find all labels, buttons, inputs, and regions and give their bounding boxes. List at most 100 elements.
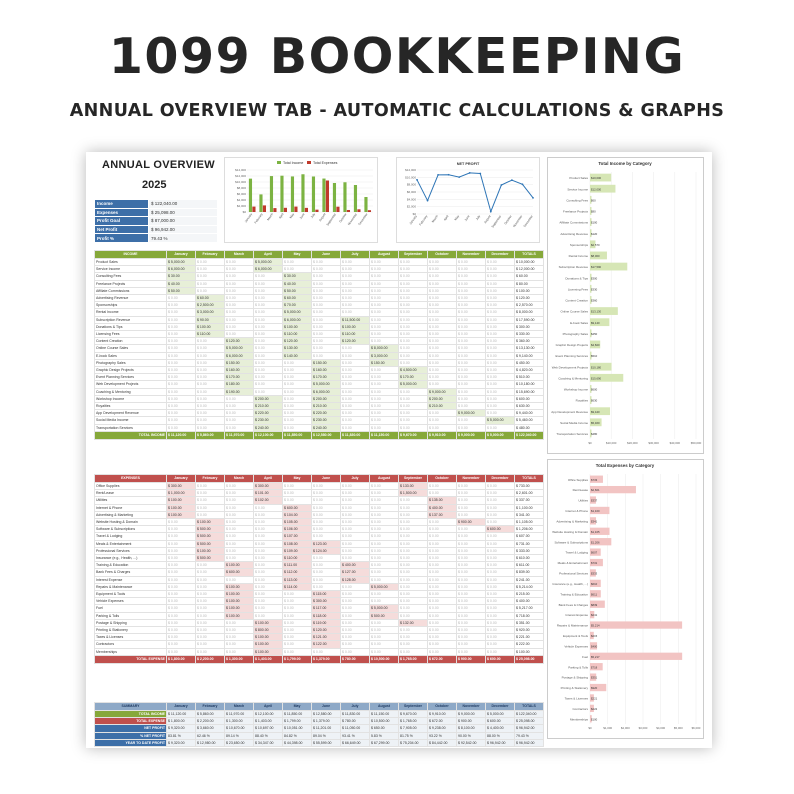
row-category[interactable]: Professional Services [94, 546, 167, 556]
value-cell[interactable]: $ 0.00 [282, 590, 312, 599]
value-cell[interactable]: $ 0.00 [195, 366, 225, 375]
value-cell[interactable]: $ 0.00 [340, 633, 370, 642]
value-cell[interactable]: $ 0.00 [427, 554, 457, 563]
value-cell[interactable]: $ 0.00 [195, 409, 225, 418]
value-cell[interactable]: $ 0.00 [456, 496, 486, 505]
value-cell[interactable]: $ 30.00 [282, 272, 312, 281]
value-cell[interactable]: $ 0.00 [166, 539, 196, 548]
value-cell[interactable]: $ 0.00 [398, 539, 428, 548]
value-cell[interactable]: $ 0.00 [485, 272, 515, 281]
value-cell[interactable]: $ 0.00 [398, 322, 428, 332]
value-cell[interactable]: $ 0.00 [195, 257, 225, 267]
value-cell[interactable]: $ 0.00 [485, 257, 515, 267]
value-cell[interactable]: $ 0.00 [456, 489, 486, 498]
value-cell[interactable]: $ 0.00 [282, 489, 312, 498]
value-cell[interactable]: $ 5,000.00 [311, 380, 341, 389]
value-cell[interactable]: $ 0.00 [340, 416, 370, 425]
row-category[interactable]: Rent/Lease [94, 489, 167, 498]
value-cell[interactable]: $ 0.00 [398, 554, 428, 563]
value-cell[interactable]: $ 0.00 [195, 618, 225, 628]
value-cell[interactable]: $ 0.00 [369, 518, 399, 527]
value-cell[interactable]: $ 0.00 [224, 279, 254, 288]
value-cell[interactable]: $ 0.00 [224, 546, 254, 556]
value-cell[interactable]: $ 0.00 [427, 611, 457, 620]
row-category[interactable]: Travel & Lodging [94, 532, 167, 541]
value-cell[interactable]: $ 0.00 [456, 301, 486, 310]
value-cell[interactable]: $ 0.00 [311, 582, 341, 592]
value-cell[interactable]: $ 40.00 [282, 279, 312, 288]
row-category[interactable]: Consulting Fees [94, 272, 167, 281]
value-cell[interactable]: $ 0.00 [427, 525, 457, 534]
value-cell[interactable]: $ 0.00 [427, 257, 457, 267]
value-cell[interactable]: $ 0.00 [398, 518, 428, 527]
row-category[interactable]: Taxes & Licenses [94, 633, 167, 642]
value-cell[interactable]: $ 0.00 [253, 518, 283, 527]
value-cell[interactable]: $ 0.00 [282, 402, 312, 411]
value-cell[interactable]: $ 0.00 [311, 518, 341, 527]
value-cell[interactable]: $ 5,000.00 [369, 604, 399, 613]
value-cell[interactable]: $ 0.00 [456, 525, 486, 534]
value-cell[interactable]: $ 0.00 [456, 351, 486, 360]
value-cell[interactable]: $ 0.00 [456, 575, 486, 584]
value-cell[interactable]: $ 0.00 [398, 640, 428, 649]
value-cell[interactable]: $ 0.00 [456, 257, 486, 267]
value-cell[interactable]: $ 100.00 [166, 503, 196, 512]
value-cell[interactable]: $ 0.00 [195, 394, 225, 404]
value-cell[interactable]: $ 0.00 [340, 394, 370, 404]
value-cell[interactable]: $ 0.00 [485, 394, 515, 404]
value-cell[interactable]: $ 0.00 [166, 640, 196, 649]
value-cell[interactable]: $ 0.00 [224, 402, 254, 411]
value-cell[interactable]: $ 0.00 [427, 409, 457, 418]
value-cell[interactable]: $ 0.00 [456, 265, 486, 274]
value-cell[interactable]: $ 0.00 [195, 561, 225, 570]
value-cell[interactable]: $ 100.00 [253, 647, 283, 656]
value-cell[interactable]: $ 0.00 [340, 308, 370, 317]
value-cell[interactable]: $ 0.00 [311, 489, 341, 498]
value-cell[interactable]: $ 0.00 [485, 308, 515, 317]
value-cell[interactable]: $ 0.00 [340, 640, 370, 649]
value-cell[interactable]: $ 0.00 [224, 647, 254, 656]
value-cell[interactable]: $ 0.00 [427, 358, 457, 368]
row-category[interactable]: Postage & Shipping [94, 618, 167, 628]
value-cell[interactable]: $ 100.00 [224, 597, 254, 606]
value-cell[interactable]: $ 0.00 [456, 279, 486, 288]
value-cell[interactable]: $ 0.00 [340, 286, 370, 296]
value-cell[interactable]: $ 0.00 [369, 402, 399, 411]
value-cell[interactable]: $ 190.00 [224, 387, 254, 396]
value-cell[interactable]: $ 5,000.00 [398, 380, 428, 389]
row-category[interactable]: Licensing Fees [94, 330, 167, 339]
value-cell[interactable]: $ 0.00 [195, 496, 225, 505]
value-cell[interactable]: $ 0.00 [456, 366, 486, 375]
value-cell[interactable]: $ 210.00 [427, 402, 457, 411]
value-cell[interactable]: $ 0.00 [485, 647, 515, 656]
value-cell[interactable]: $ 0.00 [456, 322, 486, 332]
value-cell[interactable]: $ 1,000.00 [166, 489, 196, 498]
value-cell[interactable]: $ 100.00 [195, 546, 225, 556]
value-cell[interactable]: $ 0.00 [253, 597, 283, 606]
value-cell[interactable]: $ 100.00 [224, 561, 254, 570]
value-cell[interactable]: $ 6,000.00 [311, 387, 341, 396]
value-cell[interactable]: $ 0.00 [166, 525, 196, 534]
value-cell[interactable]: $ 0.00 [311, 568, 341, 577]
value-cell[interactable]: $ 600.00 [485, 525, 515, 534]
value-cell[interactable]: $ 0.00 [485, 279, 515, 288]
value-cell[interactable]: $ 0.00 [427, 604, 457, 613]
row-category[interactable]: Training & Education [94, 561, 167, 570]
value-cell[interactable]: $ 100.00 [253, 640, 283, 649]
value-cell[interactable]: $ 0.00 [456, 337, 486, 346]
value-cell[interactable]: $ 0.00 [340, 409, 370, 418]
value-cell[interactable]: $ 0.00 [369, 387, 399, 396]
value-cell[interactable]: $ 0.00 [369, 394, 399, 404]
value-cell[interactable]: $ 0.00 [340, 510, 370, 520]
value-cell[interactable]: $ 0.00 [253, 330, 283, 339]
value-cell[interactable]: $ 118.00 [311, 611, 341, 620]
value-cell[interactable]: $ 0.00 [340, 358, 370, 368]
row-category[interactable]: Printing & Stationery [94, 626, 167, 635]
value-cell[interactable]: $ 0.00 [224, 575, 254, 584]
value-cell[interactable]: $ 0.00 [485, 344, 515, 353]
row-category[interactable]: Memberships [94, 647, 167, 656]
value-cell[interactable]: $ 240.00 [311, 423, 341, 432]
value-cell[interactable]: $ 0.00 [485, 373, 515, 382]
value-cell[interactable]: $ 0.00 [427, 315, 457, 324]
value-cell[interactable]: $ 0.00 [166, 358, 196, 368]
